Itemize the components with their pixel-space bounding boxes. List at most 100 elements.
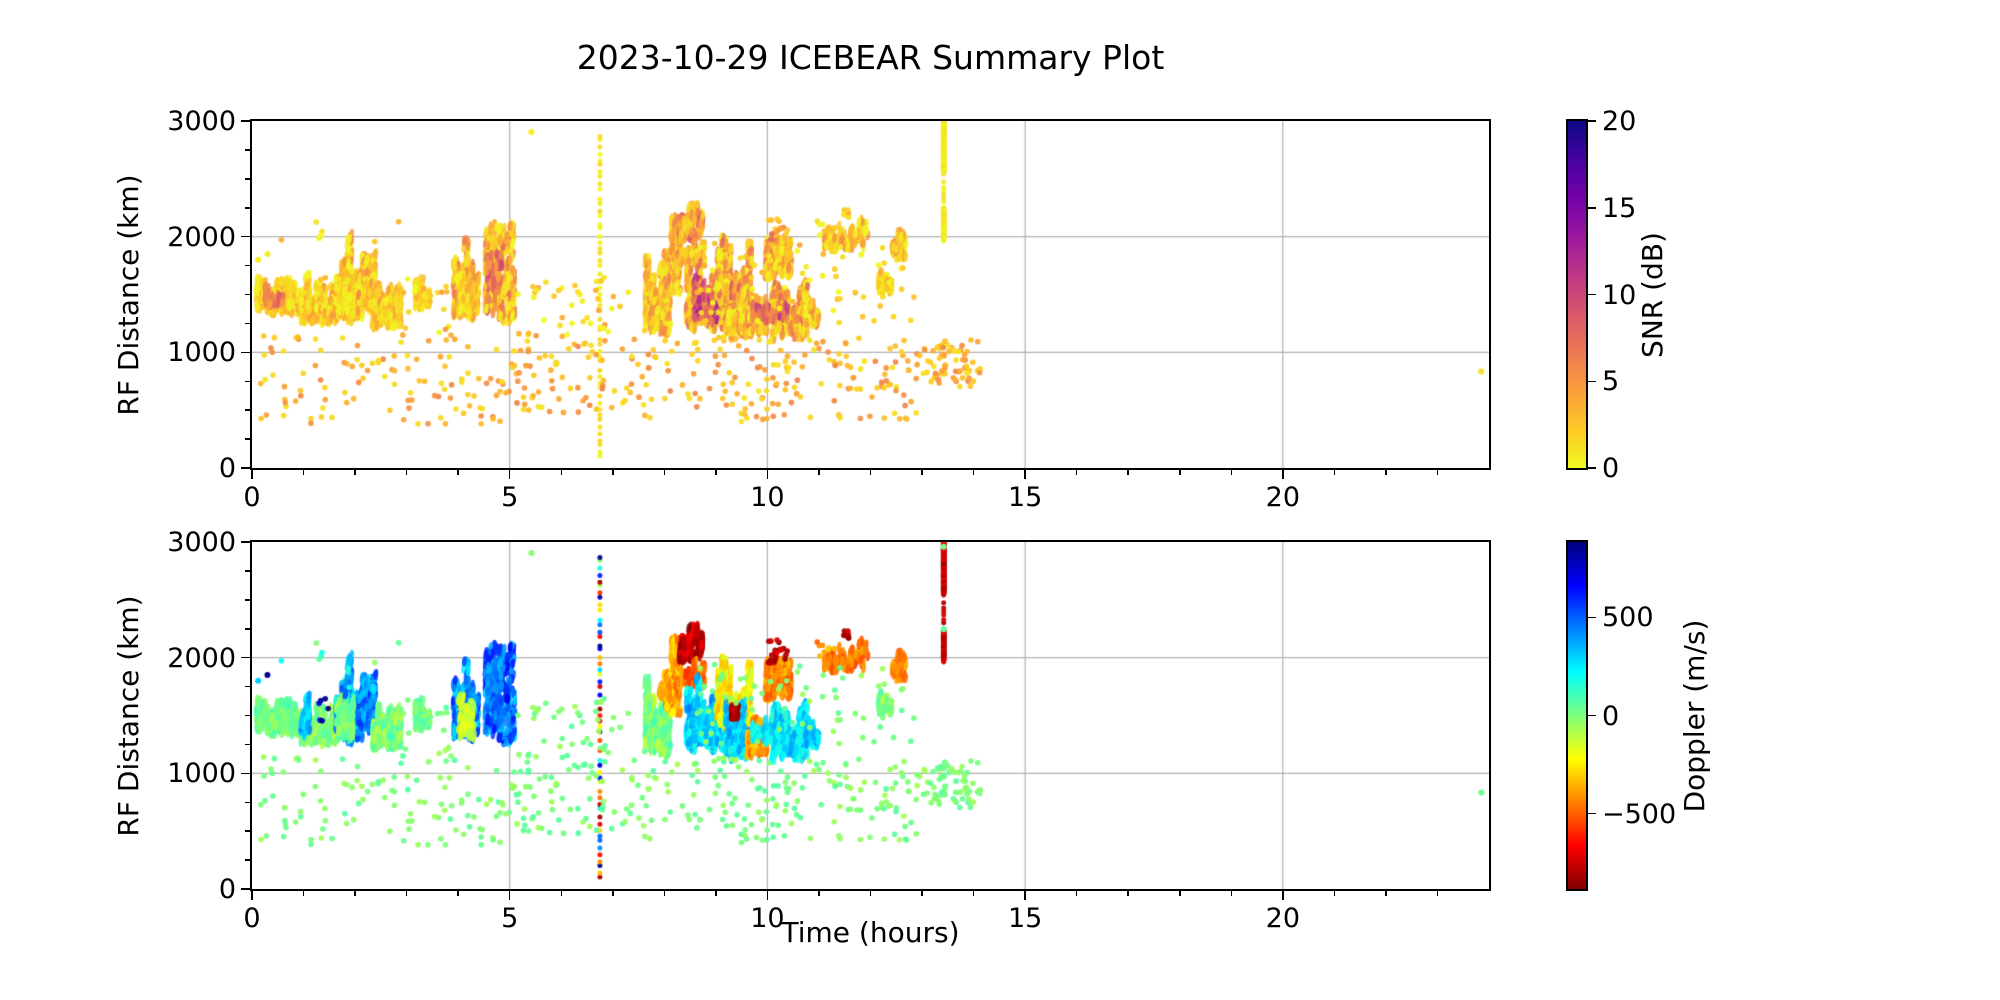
x-tick-major	[766, 891, 769, 900]
x-tick-label: 5	[501, 903, 519, 934]
y-tick-major	[241, 235, 250, 238]
x-tick-minor	[869, 891, 872, 896]
y-axis-label-top: RF Distance (km)	[112, 174, 145, 416]
x-tick-minor	[612, 470, 614, 475]
y-tick-minor	[245, 322, 250, 325]
colorbar-tick	[1588, 380, 1596, 382]
x-tick-label: 10	[750, 903, 785, 934]
x-tick-minor	[1385, 470, 1387, 475]
x-tick-minor	[1075, 891, 1078, 896]
x-tick-minor	[1179, 891, 1181, 896]
figure-title: 2023-10-29 ICEBEAR Summary Plot	[576, 38, 1165, 77]
x-axis-label: Time (hours)	[781, 916, 960, 949]
x-tick-minor	[1230, 470, 1233, 475]
x-tick-label: 0	[243, 482, 261, 513]
doppler-colorbar	[1566, 540, 1588, 891]
y-tick-minor	[245, 801, 250, 803]
colorbar-tick	[1588, 812, 1596, 815]
x-tick-minor	[1333, 470, 1336, 475]
doppler-scatter-panel	[250, 540, 1491, 891]
y-tick-minor	[245, 149, 250, 151]
x-tick-minor	[1127, 470, 1129, 475]
x-tick-minor	[715, 891, 717, 896]
y-tick-minor	[245, 830, 250, 832]
y-axis-label-bottom: RF Distance (km)	[112, 595, 145, 837]
x-tick-minor	[612, 891, 614, 896]
y-tick-label: 1000	[167, 758, 236, 790]
colorbar-tick-label: 15	[1602, 192, 1637, 224]
y-tick-minor	[245, 207, 250, 209]
y-tick-minor	[245, 685, 250, 688]
x-tick-minor	[869, 470, 872, 475]
x-tick-minor	[302, 470, 305, 475]
x-tick-minor	[818, 891, 820, 896]
colorbar-tick-label: 10	[1602, 279, 1637, 311]
x-tick-major	[508, 891, 511, 900]
y-tick-minor	[245, 438, 250, 440]
y-tick-major	[241, 467, 250, 469]
x-tick-major	[508, 470, 511, 479]
y-tick-minor	[245, 178, 250, 180]
x-tick-minor	[457, 470, 459, 475]
colorbar-tick	[1588, 293, 1596, 296]
x-tick-minor	[1179, 470, 1181, 475]
colorbar-tick-label: 20	[1602, 106, 1637, 137]
x-tick-minor	[405, 470, 408, 475]
y-tick-major	[241, 120, 250, 122]
y-tick-major	[241, 656, 250, 659]
x-tick-label: 20	[1265, 482, 1300, 513]
y-tick-major	[241, 541, 250, 543]
colorbar-tick-label: 0	[1602, 453, 1620, 484]
x-tick-major	[251, 470, 253, 479]
colorbar-tick	[1588, 714, 1596, 717]
y-tick-major	[241, 772, 250, 775]
snr-scatter-panel	[250, 119, 1491, 470]
y-tick-minor	[245, 859, 250, 861]
x-tick-major	[1282, 891, 1284, 900]
x-tick-label: 15	[1007, 482, 1043, 513]
y-tick-label: 0	[218, 874, 236, 905]
x-tick-minor	[302, 891, 305, 896]
x-tick-label: 5	[501, 482, 519, 513]
y-tick-minor	[245, 628, 250, 630]
x-tick-label: 10	[750, 482, 785, 513]
x-tick-minor	[921, 891, 923, 896]
y-tick-minor	[245, 714, 250, 717]
x-tick-minor	[972, 470, 975, 475]
y-tick-minor	[245, 409, 250, 411]
x-tick-minor	[1075, 470, 1078, 475]
y-tick-minor	[245, 599, 250, 601]
x-tick-minor	[405, 891, 408, 896]
x-tick-minor	[1436, 470, 1439, 475]
x-tick-major	[251, 891, 253, 900]
snr-colorbar-label: SNR (dB)	[1636, 232, 1669, 358]
y-tick-major	[241, 888, 250, 890]
colorbar-tick-label: 500	[1602, 602, 1654, 634]
x-tick-minor	[560, 891, 562, 896]
x-tick-minor	[663, 470, 666, 475]
x-tick-minor	[1333, 891, 1336, 896]
x-tick-minor	[354, 470, 356, 475]
x-tick-minor	[818, 470, 820, 475]
y-tick-minor	[245, 380, 250, 382]
x-tick-minor	[663, 891, 666, 896]
y-tick-minor	[245, 293, 250, 296]
colorbar-tick	[1588, 467, 1596, 469]
x-tick-minor	[1436, 891, 1439, 896]
y-tick-minor	[245, 743, 250, 746]
y-tick-major	[241, 351, 250, 354]
x-tick-minor	[715, 470, 717, 475]
x-tick-minor	[972, 891, 975, 896]
colorbar-tick-label: 5	[1602, 366, 1620, 398]
x-tick-minor	[1385, 891, 1387, 896]
x-tick-minor	[1230, 891, 1233, 896]
colorbar-tick	[1588, 207, 1596, 209]
x-tick-label: 0	[243, 903, 261, 934]
x-tick-major	[1024, 891, 1026, 900]
snr-scatter-canvas	[252, 121, 1489, 468]
x-tick-minor	[921, 470, 923, 475]
snr-colorbar	[1566, 119, 1588, 470]
colorbar-tick	[1588, 120, 1596, 122]
x-tick-minor	[457, 891, 459, 896]
